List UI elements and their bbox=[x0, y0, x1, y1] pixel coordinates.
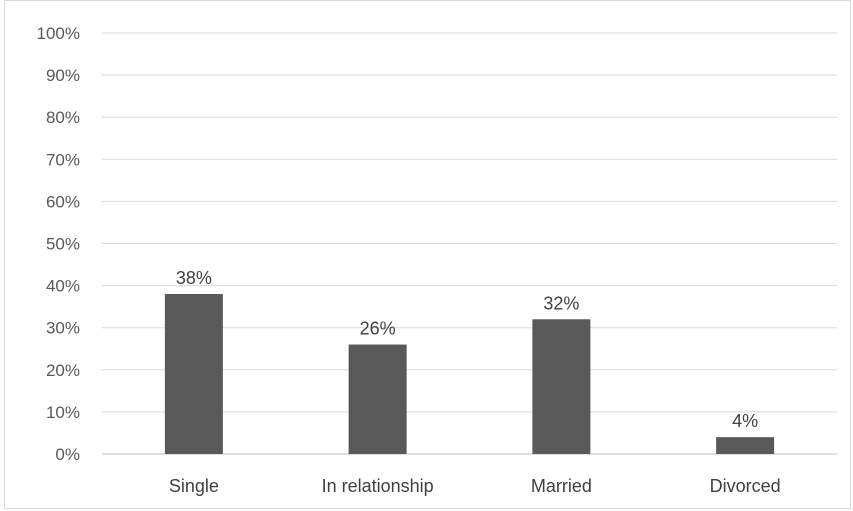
data-label: 32% bbox=[543, 293, 579, 313]
y-tick-label: 100% bbox=[37, 24, 80, 43]
bar-married bbox=[532, 319, 591, 454]
y-tick-label: 70% bbox=[46, 150, 80, 169]
y-tick-label: 60% bbox=[46, 192, 80, 211]
category-label: Single bbox=[169, 476, 219, 496]
data-label: 4% bbox=[732, 411, 758, 431]
y-tick-label: 20% bbox=[46, 361, 80, 380]
bar-divorced bbox=[716, 437, 775, 454]
data-labels: 38% 26% 32% 4% bbox=[176, 268, 758, 431]
chart-frame bbox=[4, 0, 851, 509]
y-tick-label: 0% bbox=[55, 445, 80, 464]
bar-in-relationship bbox=[348, 344, 407, 454]
y-tick-label: 30% bbox=[46, 319, 80, 338]
y-tick-label: 80% bbox=[46, 108, 80, 127]
y-tick-label: 90% bbox=[46, 66, 80, 85]
category-label: Married bbox=[531, 476, 592, 496]
data-label: 38% bbox=[176, 268, 212, 288]
gridlines bbox=[102, 32, 837, 455]
y-tick-label: 40% bbox=[46, 277, 80, 296]
bar-single bbox=[164, 294, 223, 454]
category-label: Divorced bbox=[710, 476, 781, 496]
data-label: 26% bbox=[360, 319, 396, 339]
y-axis-ticks: 0% 10% 20% 30% 40% 50% 60% 70% 80% 90% 100% bbox=[37, 24, 80, 464]
y-tick-label: 10% bbox=[46, 403, 80, 422]
category-label: In relationship bbox=[322, 476, 434, 496]
bars bbox=[164, 294, 775, 454]
y-tick-label: 50% bbox=[46, 235, 80, 254]
x-axis-categories: Single In relationship Married Divorced bbox=[169, 476, 781, 496]
